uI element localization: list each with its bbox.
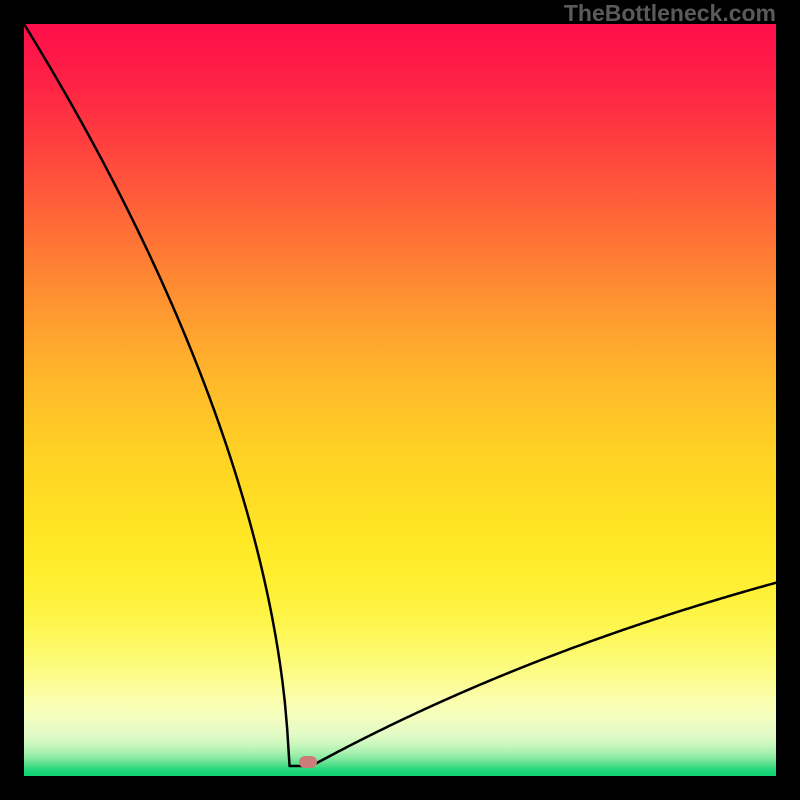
watermark-text: TheBottleneck.com	[564, 0, 776, 27]
optimum-marker	[299, 756, 317, 768]
bottleneck-curve	[0, 0, 800, 800]
chart-frame: TheBottleneck.com	[0, 0, 800, 800]
